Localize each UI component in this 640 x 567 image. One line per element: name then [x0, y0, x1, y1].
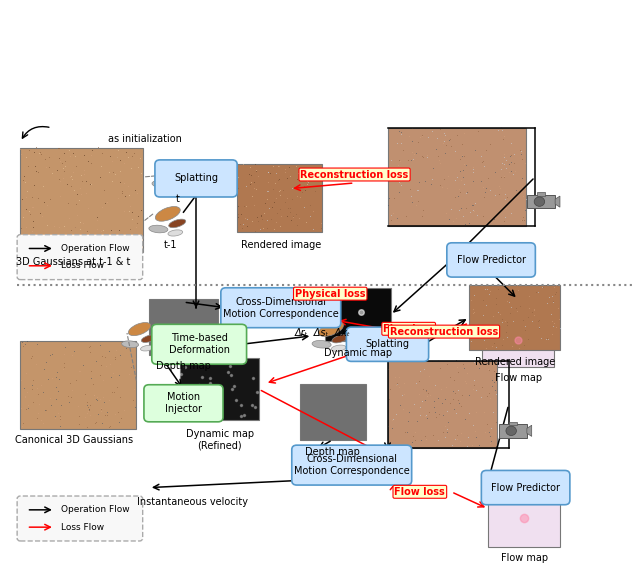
- Text: Cross-Dimensional
Motion Correspondence: Cross-Dimensional Motion Correspondence: [223, 297, 339, 319]
- FancyBboxPatch shape: [292, 445, 412, 485]
- Bar: [469, 285, 560, 350]
- FancyBboxPatch shape: [221, 288, 340, 328]
- Text: Reconstruction loss: Reconstruction loss: [390, 327, 498, 337]
- Text: Flow map: Flow map: [500, 553, 548, 564]
- Ellipse shape: [172, 174, 189, 183]
- Bar: [20, 147, 143, 252]
- Text: Operation Flow: Operation Flow: [61, 244, 130, 253]
- FancyBboxPatch shape: [481, 471, 570, 505]
- Ellipse shape: [159, 162, 184, 176]
- Text: Depth map: Depth map: [305, 447, 360, 457]
- Text: Flow Predictor: Flow Predictor: [491, 483, 560, 493]
- Text: Δrₜ  Δsₜ  Δxₜ: Δrₜ Δsₜ Δxₜ: [295, 328, 351, 338]
- Text: Loss Flow: Loss Flow: [61, 523, 104, 532]
- Circle shape: [534, 197, 545, 206]
- FancyBboxPatch shape: [144, 385, 223, 422]
- Text: Flow loss: Flow loss: [383, 324, 434, 334]
- Text: Physical loss: Physical loss: [295, 289, 365, 299]
- Ellipse shape: [312, 340, 331, 348]
- Bar: [149, 299, 218, 356]
- Bar: [237, 164, 321, 232]
- Ellipse shape: [319, 321, 344, 336]
- Text: Canonical 3D Gaussians: Canonical 3D Gaussians: [15, 435, 132, 445]
- Bar: [527, 195, 555, 209]
- Ellipse shape: [332, 335, 349, 343]
- Text: t-1: t-1: [164, 240, 178, 250]
- Text: as initialization: as initialization: [108, 134, 182, 144]
- Text: t: t: [175, 194, 179, 204]
- Text: Dynamic map: Dynamic map: [324, 348, 392, 358]
- Text: Reconstruction loss: Reconstruction loss: [300, 170, 409, 180]
- Text: Splatting: Splatting: [174, 174, 218, 184]
- Ellipse shape: [168, 230, 182, 236]
- Ellipse shape: [169, 219, 186, 228]
- Ellipse shape: [141, 345, 154, 351]
- FancyBboxPatch shape: [155, 160, 237, 197]
- Text: Loss Flow: Loss Flow: [61, 261, 104, 270]
- Ellipse shape: [152, 180, 171, 188]
- Bar: [499, 424, 527, 438]
- FancyBboxPatch shape: [17, 235, 143, 280]
- Text: Instantaneous velocity: Instantaneous velocity: [138, 497, 248, 507]
- Polygon shape: [555, 196, 560, 207]
- Bar: [180, 358, 259, 420]
- Polygon shape: [527, 425, 532, 437]
- Bar: [20, 341, 136, 429]
- Ellipse shape: [156, 206, 180, 221]
- Bar: [300, 384, 365, 440]
- Circle shape: [506, 426, 516, 435]
- FancyBboxPatch shape: [447, 243, 535, 277]
- Ellipse shape: [122, 341, 139, 348]
- Text: Dynamic map
(Refined): Dynamic map (Refined): [186, 429, 254, 450]
- Text: Splatting: Splatting: [365, 339, 410, 349]
- Text: Cross-Dimensional
Motion Correspondence: Cross-Dimensional Motion Correspondence: [294, 454, 410, 476]
- Bar: [324, 288, 390, 341]
- FancyBboxPatch shape: [152, 324, 246, 364]
- Text: 3D Gaussians at t-1 & t: 3D Gaussians at t-1 & t: [17, 257, 131, 267]
- Bar: [482, 299, 554, 367]
- FancyBboxPatch shape: [17, 496, 143, 541]
- Text: Motion
Injector: Motion Injector: [165, 392, 202, 414]
- Text: Operation Flow: Operation Flow: [61, 505, 130, 514]
- Ellipse shape: [141, 335, 157, 342]
- Ellipse shape: [331, 345, 346, 352]
- Text: Flow loss: Flow loss: [394, 487, 445, 497]
- Text: Rendered image: Rendered image: [241, 240, 321, 250]
- Text: Rendered image: Rendered image: [475, 357, 555, 367]
- Ellipse shape: [129, 323, 150, 336]
- Bar: [387, 361, 497, 448]
- Bar: [509, 421, 517, 425]
- Bar: [537, 192, 545, 196]
- Ellipse shape: [149, 225, 168, 233]
- Bar: [488, 482, 560, 547]
- Text: Depth map: Depth map: [156, 361, 211, 371]
- Bar: [387, 128, 525, 226]
- Text: Flow map: Flow map: [495, 374, 541, 383]
- Text: Flow Predictor: Flow Predictor: [456, 255, 525, 265]
- Ellipse shape: [171, 185, 186, 191]
- Text: Time-based
Deformation: Time-based Deformation: [169, 333, 230, 355]
- FancyBboxPatch shape: [346, 327, 429, 361]
